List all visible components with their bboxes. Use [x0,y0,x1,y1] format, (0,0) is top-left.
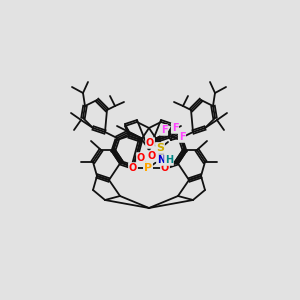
Text: N: N [157,155,165,165]
Text: S: S [156,143,164,153]
Text: O: O [148,151,156,161]
Text: O: O [129,163,137,173]
Text: F: F [179,132,185,142]
Text: F: F [161,125,167,135]
Text: O: O [146,138,154,148]
Text: H: H [165,155,173,165]
Text: P: P [144,163,152,173]
Text: F: F [172,123,178,133]
Text: O: O [161,163,169,173]
Text: O: O [137,153,145,163]
